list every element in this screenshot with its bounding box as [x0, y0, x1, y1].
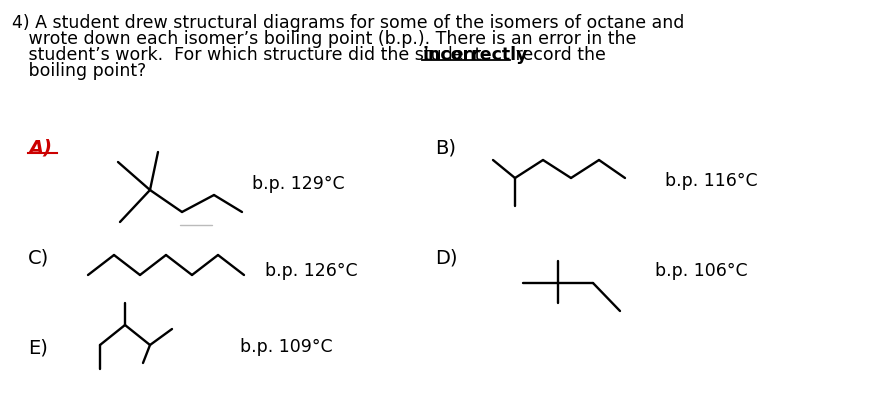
Text: b.p. 116°C: b.p. 116°C — [665, 172, 758, 190]
Text: b.p. 126°C: b.p. 126°C — [265, 262, 357, 280]
Text: b.p. 109°C: b.p. 109°C — [240, 338, 333, 356]
Text: student’s work.  For which structure did the student: student’s work. For which structure did … — [12, 46, 487, 64]
Text: b.p. 106°C: b.p. 106°C — [655, 262, 748, 280]
Text: C): C) — [28, 248, 49, 267]
Text: b.p. 129°C: b.p. 129°C — [252, 175, 345, 193]
Text: B): B) — [435, 138, 456, 157]
Text: boiling point?: boiling point? — [12, 62, 146, 80]
Text: incorrectly: incorrectly — [422, 46, 527, 64]
Text: A): A) — [28, 138, 52, 157]
Text: D): D) — [435, 248, 458, 267]
Text: wrote down each isomer’s boiling point (b.p.). There is an error in the: wrote down each isomer’s boiling point (… — [12, 30, 636, 48]
Text: 4) A student drew structural diagrams for some of the isomers of octane and: 4) A student drew structural diagrams fo… — [12, 14, 685, 32]
Text: record the: record the — [510, 46, 605, 64]
Text: E): E) — [28, 338, 48, 357]
